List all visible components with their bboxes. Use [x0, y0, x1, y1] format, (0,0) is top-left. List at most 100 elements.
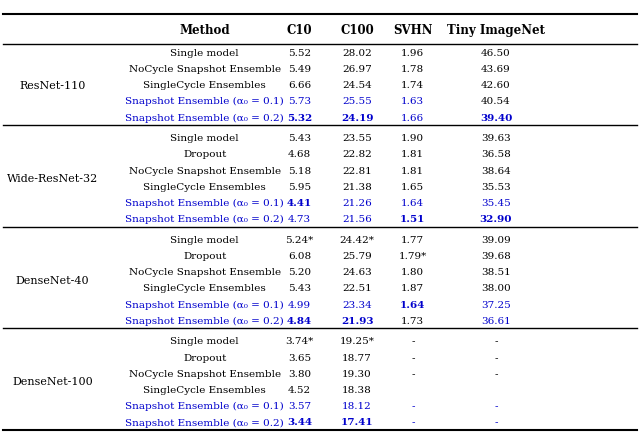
Text: Tiny ImageNet: Tiny ImageNet — [447, 24, 545, 37]
Text: 21.26: 21.26 — [342, 198, 372, 208]
Text: Single model: Single model — [170, 337, 239, 346]
Text: 3.65: 3.65 — [288, 353, 311, 362]
Text: Snapshot Ensemble (α₀ = 0.2): Snapshot Ensemble (α₀ = 0.2) — [125, 417, 284, 427]
Text: 5.24*: 5.24* — [285, 235, 314, 244]
Text: 32.90: 32.90 — [480, 215, 512, 224]
Text: 5.18: 5.18 — [288, 166, 311, 175]
Text: 4.84: 4.84 — [287, 316, 312, 325]
Text: DenseNet-100: DenseNet-100 — [12, 377, 93, 387]
Text: 18.77: 18.77 — [342, 353, 372, 362]
Text: NoCycle Snapshot Ensemble: NoCycle Snapshot Ensemble — [129, 166, 281, 175]
Text: 1.81: 1.81 — [401, 150, 424, 159]
Text: C100: C100 — [340, 24, 374, 37]
Text: SingleCycle Ensembles: SingleCycle Ensembles — [143, 385, 266, 394]
Text: Dropout: Dropout — [183, 251, 227, 261]
Text: 1.64: 1.64 — [401, 198, 424, 208]
Text: ResNet-110: ResNet-110 — [19, 81, 86, 91]
Text: C10: C10 — [287, 24, 312, 37]
Text: 5.20: 5.20 — [288, 268, 311, 277]
Text: 6.08: 6.08 — [288, 251, 311, 261]
Text: 39.68: 39.68 — [481, 251, 511, 261]
Text: -: - — [411, 401, 415, 410]
Text: 22.81: 22.81 — [342, 166, 372, 175]
Text: 24.63: 24.63 — [342, 268, 372, 277]
Text: 42.60: 42.60 — [481, 81, 511, 90]
Text: 5.52: 5.52 — [288, 49, 311, 58]
Text: Dropout: Dropout — [183, 150, 227, 159]
Text: 1.66: 1.66 — [401, 113, 424, 122]
Text: 25.79: 25.79 — [342, 251, 372, 261]
Text: Snapshot Ensemble (α₀ = 0.1): Snapshot Ensemble (α₀ = 0.1) — [125, 198, 284, 208]
Text: 38.51: 38.51 — [481, 268, 511, 277]
Text: -: - — [494, 401, 498, 410]
Text: 1.64: 1.64 — [400, 300, 426, 309]
Text: SingleCycle Ensembles: SingleCycle Ensembles — [143, 284, 266, 293]
Text: 5.43: 5.43 — [288, 284, 311, 293]
Text: NoCycle Snapshot Ensemble: NoCycle Snapshot Ensemble — [129, 65, 281, 74]
Text: -: - — [494, 353, 498, 362]
Text: 24.42*: 24.42* — [340, 235, 374, 244]
Text: 5.73: 5.73 — [288, 97, 311, 106]
Text: 19.25*: 19.25* — [340, 337, 374, 346]
Text: 36.58: 36.58 — [481, 150, 511, 159]
Text: -: - — [494, 337, 498, 346]
Text: DenseNet-40: DenseNet-40 — [15, 275, 90, 285]
Text: NoCycle Snapshot Ensemble: NoCycle Snapshot Ensemble — [129, 369, 281, 378]
Text: 1.78: 1.78 — [401, 65, 424, 74]
Text: 1.74: 1.74 — [401, 81, 424, 90]
Text: 23.34: 23.34 — [342, 300, 372, 309]
Text: 4.99: 4.99 — [288, 300, 311, 309]
Text: -: - — [494, 369, 498, 378]
Text: 28.02: 28.02 — [342, 49, 372, 58]
Text: 1.65: 1.65 — [401, 183, 424, 191]
Text: 24.54: 24.54 — [342, 81, 372, 90]
Text: 39.40: 39.40 — [480, 113, 512, 122]
Text: -: - — [411, 337, 415, 346]
Text: 24.19: 24.19 — [341, 113, 373, 122]
Text: 35.53: 35.53 — [481, 183, 511, 191]
Text: 1.96: 1.96 — [401, 49, 424, 58]
Text: 1.77: 1.77 — [401, 235, 424, 244]
Text: 26.97: 26.97 — [342, 65, 372, 74]
Text: Single model: Single model — [170, 235, 239, 244]
Text: Wide-ResNet-32: Wide-ResNet-32 — [7, 174, 98, 184]
Text: 37.25: 37.25 — [481, 300, 511, 309]
Text: SingleCycle Ensembles: SingleCycle Ensembles — [143, 81, 266, 90]
Text: 38.00: 38.00 — [481, 284, 511, 293]
Text: 46.50: 46.50 — [481, 49, 511, 58]
Text: Method: Method — [179, 24, 230, 37]
Text: Single model: Single model — [170, 49, 239, 58]
Text: 3.74*: 3.74* — [285, 337, 314, 346]
Text: 22.51: 22.51 — [342, 284, 372, 293]
Text: 43.69: 43.69 — [481, 65, 511, 74]
Text: 1.51: 1.51 — [400, 215, 426, 224]
Text: 5.95: 5.95 — [288, 183, 311, 191]
Text: 38.64: 38.64 — [481, 166, 511, 175]
Text: 39.63: 39.63 — [481, 134, 511, 143]
Text: Snapshot Ensemble (α₀ = 0.1): Snapshot Ensemble (α₀ = 0.1) — [125, 401, 284, 410]
Text: 1.80: 1.80 — [401, 268, 424, 277]
Text: Dropout: Dropout — [183, 353, 227, 362]
Text: 18.12: 18.12 — [342, 401, 372, 410]
Text: SVHN: SVHN — [393, 24, 433, 37]
Text: 6.66: 6.66 — [288, 81, 311, 90]
Text: 21.38: 21.38 — [342, 183, 372, 191]
Text: 5.32: 5.32 — [287, 113, 312, 122]
Text: 1.90: 1.90 — [401, 134, 424, 143]
Text: -: - — [494, 417, 498, 427]
Text: 4.68: 4.68 — [288, 150, 311, 159]
Text: 19.30: 19.30 — [342, 369, 372, 378]
Text: 4.73: 4.73 — [288, 215, 311, 224]
Text: SingleCycle Ensembles: SingleCycle Ensembles — [143, 183, 266, 191]
Text: 3.44: 3.44 — [287, 417, 312, 427]
Text: 35.45: 35.45 — [481, 198, 511, 208]
Text: 39.09: 39.09 — [481, 235, 511, 244]
Text: 21.93: 21.93 — [341, 316, 373, 325]
Text: -: - — [411, 353, 415, 362]
Text: 1.63: 1.63 — [401, 97, 424, 106]
Text: 5.49: 5.49 — [288, 65, 311, 74]
Text: 1.79*: 1.79* — [399, 251, 427, 261]
Text: Snapshot Ensemble (α₀ = 0.1): Snapshot Ensemble (α₀ = 0.1) — [125, 97, 284, 106]
Text: -: - — [411, 369, 415, 378]
Text: 25.55: 25.55 — [342, 97, 372, 106]
